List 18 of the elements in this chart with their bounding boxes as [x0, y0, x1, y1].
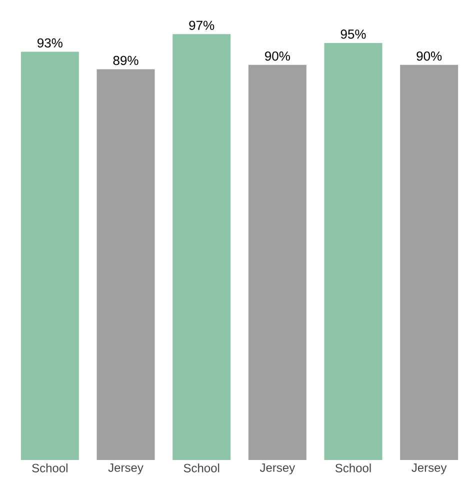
x-tick-label: School — [335, 464, 371, 472]
bar — [96, 69, 155, 460]
data-label: 97% — [189, 20, 214, 30]
data-label: 93% — [38, 38, 62, 48]
x-tick-label: School — [32, 464, 68, 472]
bar — [20, 52, 79, 460]
data-label: 90% — [265, 51, 290, 61]
x-tick-label: Jersey — [260, 464, 296, 474]
bar — [324, 42, 382, 460]
x-tick-label: Jersey — [412, 464, 447, 474]
data-label: 89% — [113, 56, 138, 66]
bar — [248, 64, 306, 460]
data-label: 90% — [416, 51, 442, 61]
x-tick-label: Jersey — [108, 464, 144, 474]
bar — [400, 64, 458, 460]
data-label: 95% — [340, 30, 366, 39]
x-tick-label: School — [184, 464, 220, 472]
bar — [172, 34, 231, 460]
